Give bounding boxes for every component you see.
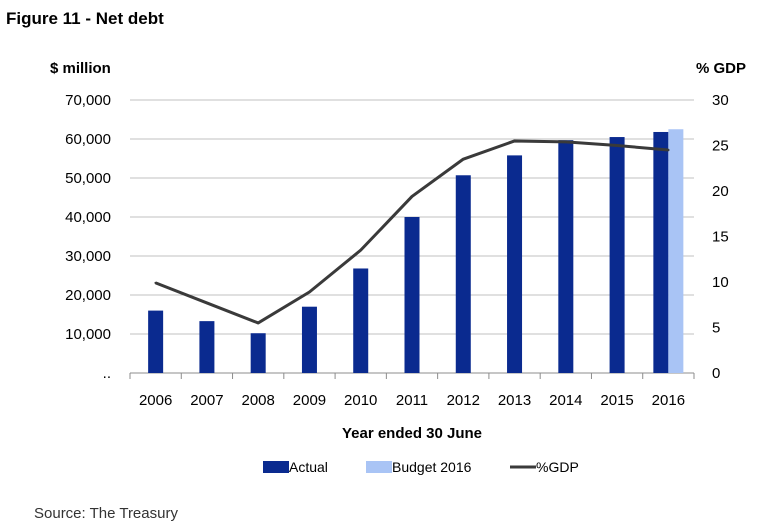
x-tick-label: 2015	[600, 392, 633, 409]
y-axis-title: $ million	[50, 60, 111, 77]
y-tick-label: 70,000	[65, 92, 111, 109]
gdp-point-2007	[205, 301, 209, 305]
gdp-point-2012	[462, 157, 465, 161]
x-tick-label: 2014	[549, 392, 582, 409]
y2-tick-label: 15	[712, 229, 729, 246]
y2-tick-label: 30	[712, 92, 729, 109]
x-tick-label: 2011	[396, 392, 428, 409]
y2-tick-label: 0	[712, 365, 720, 382]
y2-tick-label: 5	[712, 320, 720, 337]
bar-budget-2016	[668, 129, 684, 373]
figure-title: Figure 11 - Net debt	[6, 9, 164, 28]
legend-label-budget: Budget 2016	[392, 459, 472, 475]
y2-axis-title: % GDP	[696, 60, 746, 77]
x-tick-label: 2008	[241, 392, 274, 409]
y-tick-label: 40,000	[65, 209, 111, 226]
source-note: Source: The Treasury	[34, 505, 178, 522]
bar-actual-2008	[250, 333, 266, 373]
gdp-point-2009	[308, 290, 311, 294]
x-tick-label: 2010	[344, 392, 377, 409]
gdp-point-2006	[154, 281, 157, 285]
legend-swatch-actual	[263, 461, 289, 473]
x-tick-label: 2012	[447, 392, 480, 409]
y-tick-label: ..	[103, 365, 111, 382]
y2-tick-label: 20	[712, 183, 729, 200]
y2-tick-label: 10	[712, 274, 729, 291]
x-tick-label: 2013	[498, 392, 531, 409]
gdp-point-2011	[410, 195, 414, 198]
legend-label-actual: Actual	[289, 459, 328, 475]
legend-swatch-budget	[366, 461, 392, 473]
bar-actual-2010	[353, 268, 369, 373]
y-tick-label: 60,000	[65, 131, 111, 148]
bar-actual-2006	[148, 310, 164, 373]
bar-actual-2014	[558, 140, 574, 373]
bar-actual-2011	[404, 217, 420, 373]
x-tick-label: 2009	[293, 392, 326, 409]
net-debt-chart: .. 10,000 20,000 30,000 40,000 50,000 60,000 70…	[50, 60, 746, 475]
legend-label-gdp: %GDP	[536, 459, 579, 475]
bar-actual-2015	[609, 137, 625, 373]
bar-actual-2009	[301, 306, 317, 373]
x-tick-label: 2016	[652, 392, 685, 409]
gdp-point-2015	[615, 144, 619, 147]
bar-actual-2016	[653, 131, 669, 373]
gdp-point-2010	[359, 248, 362, 252]
gdp-point-2016	[667, 148, 670, 152]
y-tick-label: 30,000	[65, 248, 111, 265]
bar-actual-2007	[199, 321, 215, 373]
y-tick-label: 10,000	[65, 326, 111, 343]
y-tick-label: 20,000	[65, 287, 111, 304]
bar-actual-2013	[507, 155, 523, 373]
x-tick-label: 2007	[190, 392, 223, 409]
y2-tick-label: 25	[712, 138, 729, 155]
y-tick-label: 50,000	[65, 170, 111, 187]
gdp-point-2014	[564, 140, 568, 144]
x-tick-label: 2006	[139, 392, 172, 409]
bar-actual-2012	[455, 175, 471, 373]
x-axis-title: Year ended 30 June	[342, 425, 482, 442]
gdp-point-2013	[513, 139, 516, 143]
gdp-point-2008	[256, 321, 260, 325]
